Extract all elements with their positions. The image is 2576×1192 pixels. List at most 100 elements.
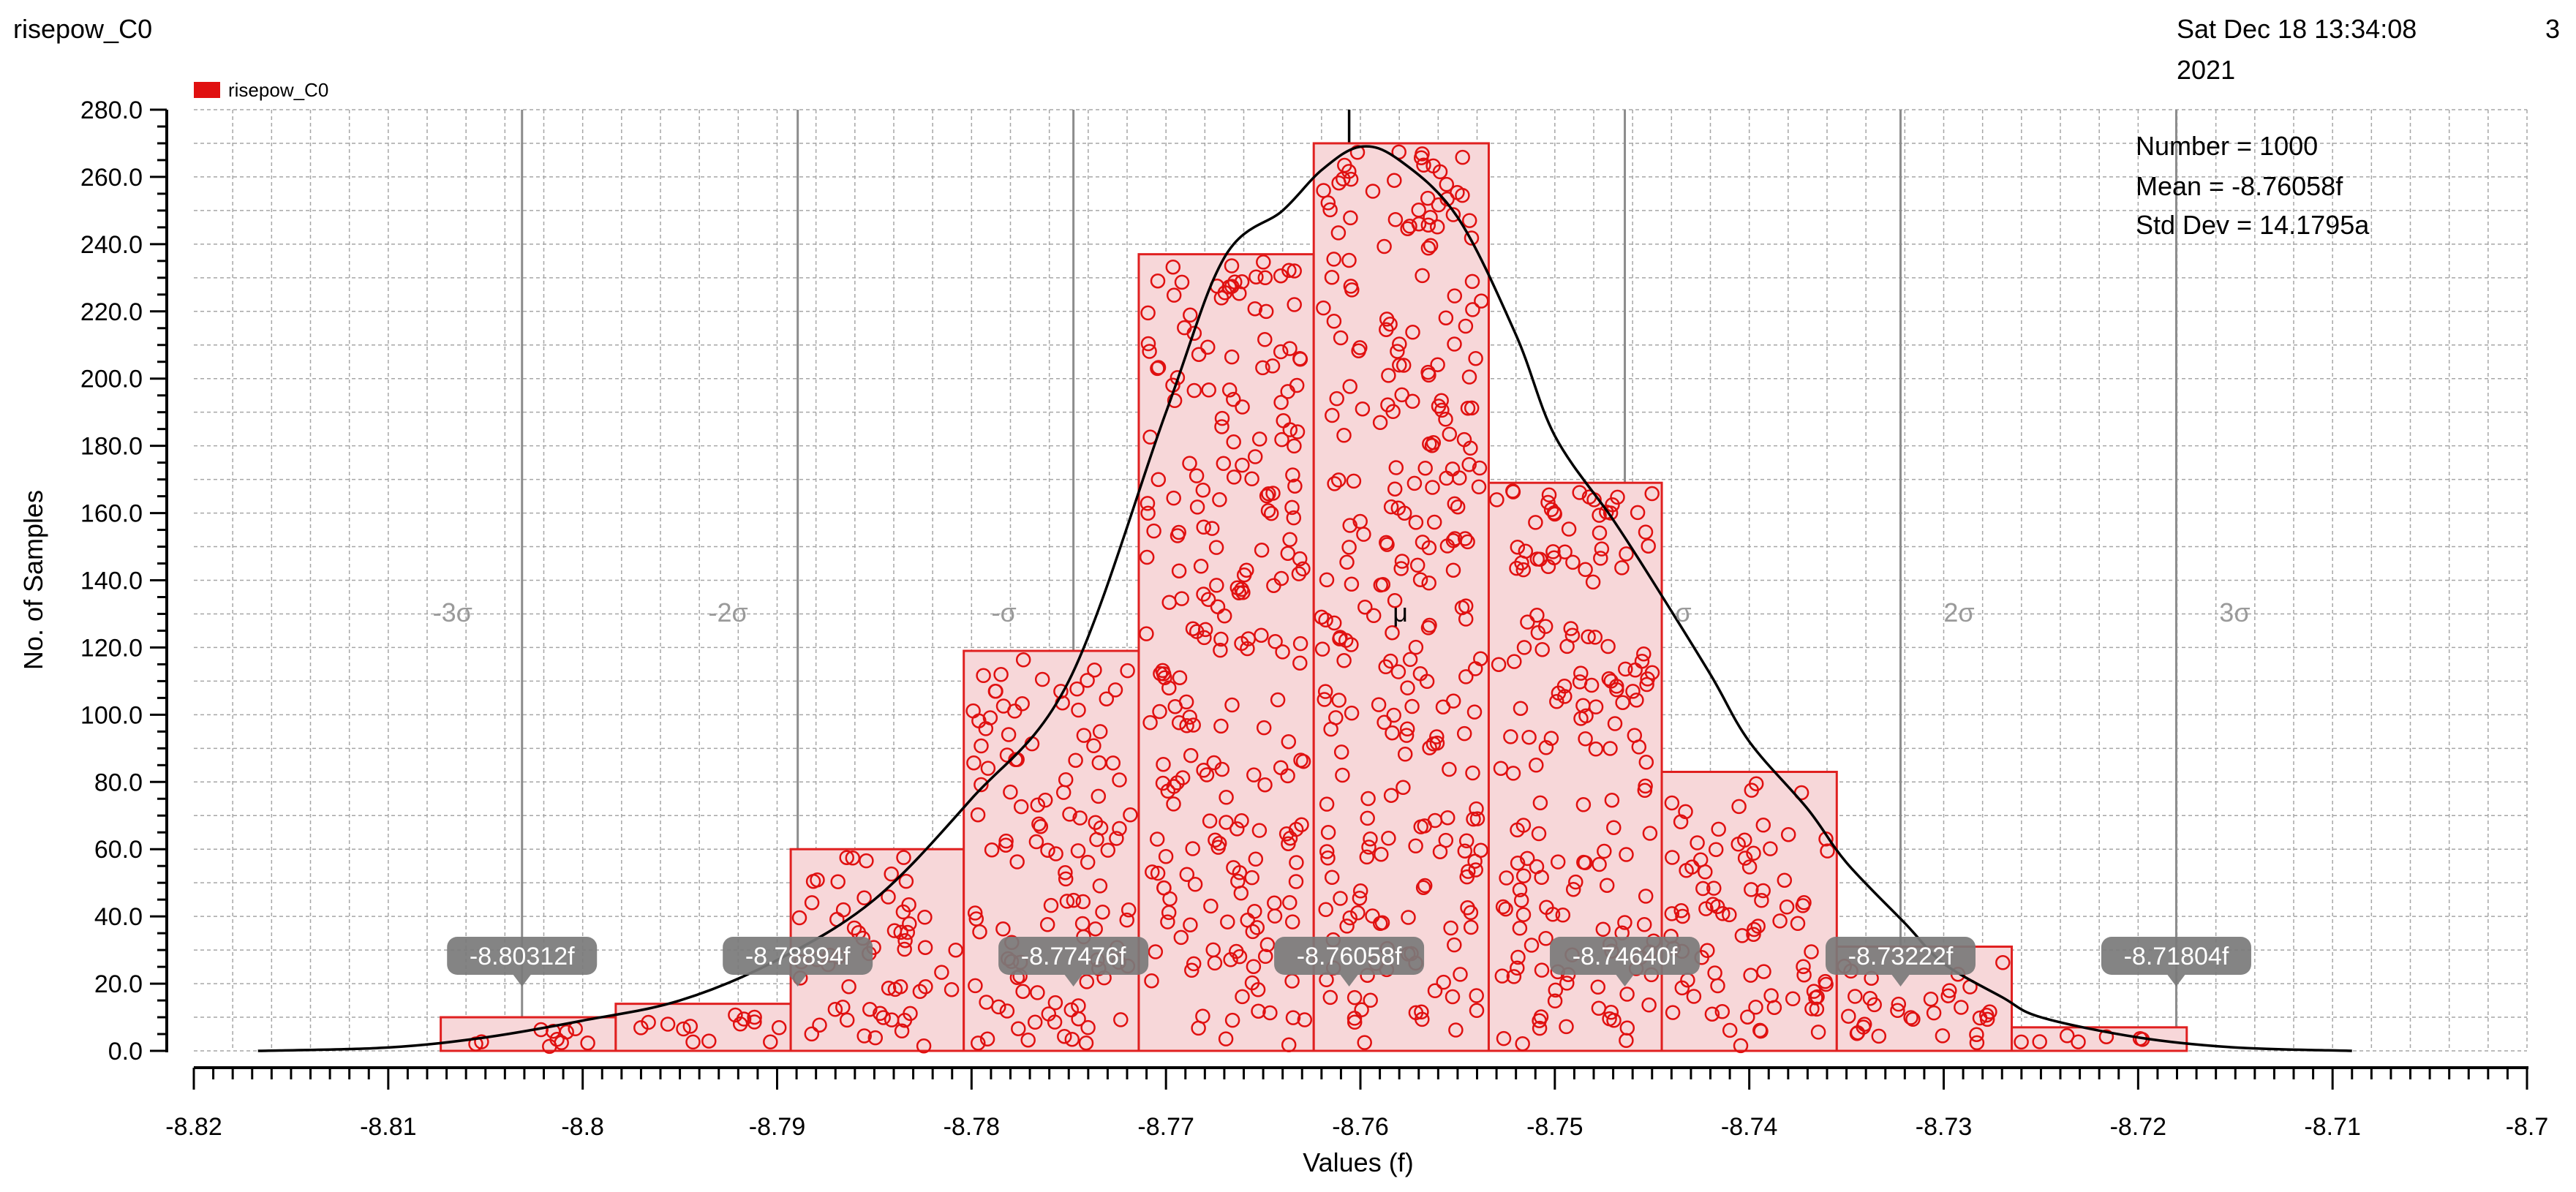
sample-marker [1494,968,1510,984]
sample-marker [1412,665,1428,682]
sample-marker [1330,472,1347,488]
callout-pointer [1891,975,1910,987]
sample-marker [1603,505,1619,521]
sample-marker [804,895,820,910]
sample-marker [1559,976,1575,991]
sample-marker [1575,698,1591,714]
sample-marker [1457,843,1473,859]
sample-marker [1251,431,1268,447]
sample-marker [1047,1014,1063,1030]
sample-marker [1196,763,1211,778]
sample-marker [1184,962,1200,978]
sample-marker [1730,837,1746,852]
sample-marker [1224,697,1240,713]
sample-marker [1588,742,1604,757]
sample-marker [1469,811,1485,826]
sample-marker [999,1003,1015,1019]
sample-marker [1336,428,1352,443]
callout-value: -8.77476f [1021,943,1126,970]
sample-marker [1292,551,1308,567]
sample-marker [1509,560,1524,576]
sample-marker [1121,902,1137,918]
sample-marker [1033,818,1049,834]
sample-marker [1491,657,1507,672]
sample-marker [1068,752,1083,768]
sample-marker [1387,481,1403,497]
sample-marker [1458,318,1474,334]
x-tick-label: -8.72 [2110,1113,2167,1141]
sample-marker [1268,634,1283,649]
sigma-label: μ [1393,597,1408,627]
sample-marker [1158,848,1174,864]
sample-marker [1498,901,1513,917]
sample-marker [1532,795,1548,811]
x-tick-label: -8.7 [2506,1113,2549,1141]
sample-marker [1274,431,1289,448]
sample-marker [1972,1010,1988,1026]
sample-marker [1638,524,1654,540]
sample-marker [1333,891,1348,906]
sample-marker [1388,460,1404,475]
sample-marker [1603,674,1619,689]
sample-marker [1795,898,1811,913]
sample-marker [1202,813,1218,829]
sample-marker [1434,402,1450,418]
sample-marker [1179,867,1195,882]
sample-marker [1543,502,1559,518]
sample-marker [839,1012,855,1028]
sample-marker [1743,967,1758,983]
sample-marker [1594,541,1610,557]
sample-marker [1733,1038,1749,1054]
sample-marker [1469,1003,1485,1019]
sample-marker [1734,928,1750,943]
sample-marker [1057,1028,1072,1044]
callout-box [1825,937,1976,975]
sample-marker [1408,838,1423,854]
sample-marker [1363,831,1378,847]
sample-marker [1474,293,1489,309]
x-axis-label: Values (f) [1303,1147,1413,1177]
sample-marker [1499,870,1514,886]
sample-marker [1140,496,1156,511]
sample-marker [1246,959,1262,974]
callout-box [447,937,598,975]
sample-marker [1423,238,1439,253]
sample-marker [1201,382,1216,398]
sample-marker [1372,916,1388,932]
sample-marker [1123,807,1138,823]
sample-marker [1359,849,1375,865]
sample-marker [1091,788,1107,804]
sample-marker [1144,973,1159,989]
sample-marker [1722,907,1737,923]
sample-marker [1513,892,1529,908]
sample-marker [1772,913,1788,929]
sample-marker [1288,874,1304,889]
sample-marker [1150,273,1166,289]
sample-marker [1186,717,1201,733]
sample-marker [1779,899,1795,915]
legend-swatch [194,82,220,98]
sample-marker [1371,697,1387,712]
sample-marker [1150,360,1167,375]
sample-marker [1226,391,1241,407]
sample-marker [1347,989,1363,1006]
sample-marker [1335,767,1350,783]
histogram-bar [440,1016,617,1052]
sample-marker [1447,496,1463,512]
sample-marker [1062,807,1077,822]
sample-marker [1319,572,1335,588]
sample-marker [1319,844,1335,859]
sample-marker [1140,336,1156,352]
sample-marker [1223,952,1238,967]
y-tick-label: 120.0 [80,634,143,662]
sample-marker [1328,710,1344,725]
sample-marker [1333,330,1349,346]
sample-marker [1642,826,1658,841]
sample-marker [1753,1023,1769,1039]
sample-marker [1352,890,1368,906]
sample-marker [1627,728,1643,743]
sample-marker [1534,962,1550,978]
sample-marker [1156,880,1172,896]
sigma-callout: -8.76058f [1274,937,1425,987]
sigma-label: σ [1675,597,1691,627]
